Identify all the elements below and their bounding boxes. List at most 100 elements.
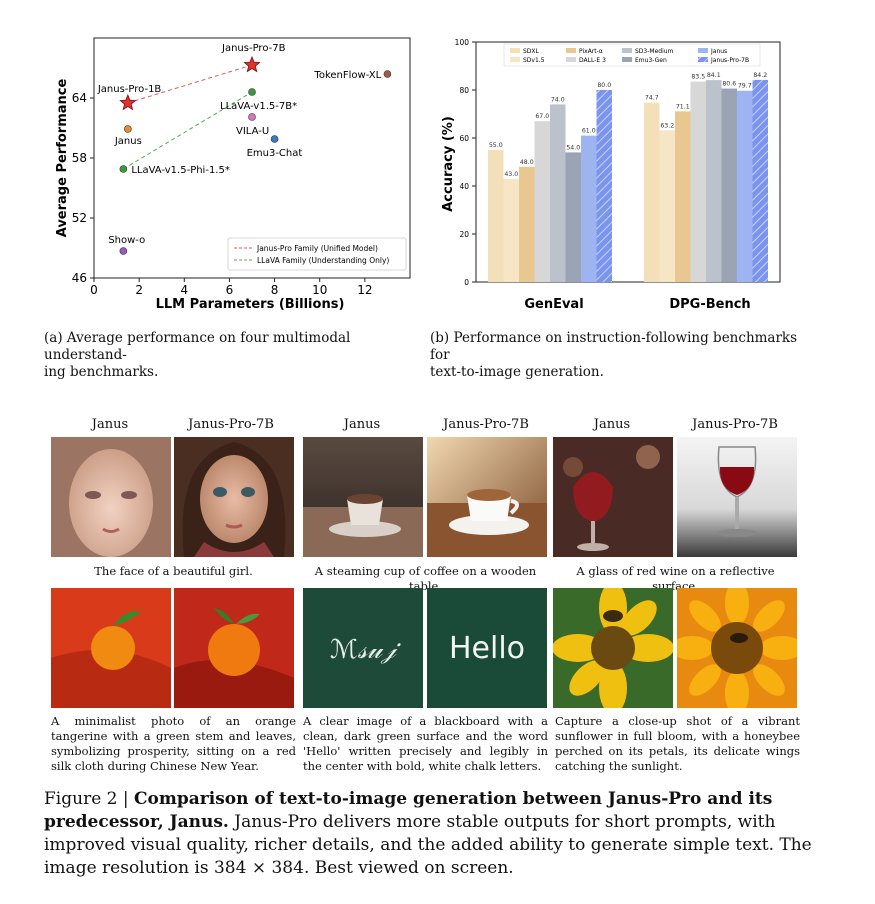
bar-value-dpg-bench-sd3-medium: 84.1 — [707, 72, 721, 79]
col-header-janus-pro-3: Janus-Pro-7B — [692, 417, 778, 432]
point-label-llava-v1-5-phi-1-5: LLaVA-v1.5-Phi-1.5* — [131, 165, 230, 176]
bar-dpg-bench-sdxl — [644, 102, 660, 282]
bar-geneval-dall-e-3 — [534, 121, 550, 282]
bar-geneval-sdv1-5 — [503, 178, 519, 282]
prompt-tangerine: A minimalist photo of an orange tangerin… — [51, 714, 296, 773]
point-show-o — [119, 247, 128, 255]
bar-legend-label-janus-pro-7b: Janus-Pro-7B — [710, 57, 749, 64]
bar-value-dpg-bench-pixart: 71.1 — [676, 103, 690, 110]
scatter-y-axis-label: Average Performance — [55, 79, 70, 238]
image-blackboard-janus-pro: Hello — [427, 588, 547, 708]
image-coffee-janus — [303, 437, 423, 557]
caption-b: (b) Performance on instruction-following… — [430, 330, 820, 381]
bar-y-tick-60: 60 — [459, 134, 469, 143]
bar-dpg-bench-janus — [737, 90, 753, 282]
bar-y-tick-40: 40 — [459, 182, 469, 191]
col-header-janus-pro-1: Janus-Pro-7B — [188, 417, 274, 432]
bar-legend-swatch-sdxl — [510, 48, 520, 53]
bar-legend-swatch-sdv1-5 — [510, 57, 520, 62]
bar-value-dpg-bench-dall-e-3: 83.5 — [691, 74, 705, 81]
bar-value-dpg-bench-sdxl: 74.7 — [645, 95, 659, 102]
bar-legend-label-emu3-gen: Emu3-Gen — [635, 57, 667, 64]
col-header-janus-3: Janus — [593, 417, 631, 432]
bar-y-tick-80: 80 — [459, 86, 469, 95]
point-vila-u — [248, 113, 256, 121]
chalk-text-janus-pro: Hello — [449, 631, 525, 666]
bar-legend-label-janus: Janus — [710, 48, 727, 55]
scatter-x-tick-6: 6 — [226, 283, 234, 297]
bar-geneval-janus-pro-7b — [596, 90, 612, 282]
bar-value-dpg-bench-sdv1-5: 63.2 — [660, 122, 674, 129]
bar-legend-label-pixart: PixArt-α — [579, 48, 603, 55]
figure-body: Janus-Pro delivers more stable outputs f… — [44, 812, 812, 878]
image-girl-janus-pro — [174, 437, 294, 557]
bar-dpg-bench-sdv1-5 — [659, 130, 675, 282]
bar-legend-swatch-sd3-medium — [622, 48, 632, 53]
image-coffee-janus-pro — [427, 437, 547, 557]
bar-legend-label-dall-e-3: DALL-E 3 — [579, 57, 606, 64]
bar-legend-swatch-dall-e-3 — [566, 57, 576, 62]
caption-b-line2: text-to-image generation. — [430, 364, 604, 380]
scatter-y-tick-64: 64 — [72, 91, 87, 105]
bar-value-dpg-bench-janus: 79.7 — [738, 83, 752, 90]
point-llava-v1-5-phi-1-5 — [119, 165, 128, 173]
prompt-sunflower: Capture a close-up shot of a vibrant sun… — [555, 714, 800, 773]
scatter-x-tick-4: 4 — [180, 283, 188, 297]
scatter-legend: Janus-Pro Family (Unified Model) LLaVA F… — [227, 237, 407, 271]
point-janus-pro-7b — [243, 55, 261, 73]
scatter-x-tick-0: 0 — [90, 283, 98, 297]
bar-legend-swatch-emu3-gen — [622, 57, 632, 62]
col-header-janus-2: Janus — [343, 417, 381, 432]
prompt-blackboard: A clear image of a blackboard with a cle… — [303, 714, 548, 773]
image-tangerine-janus-pro — [174, 588, 294, 708]
bar-dpg-bench-janus-pro-7b — [752, 79, 768, 282]
scatter-x-tick-12: 12 — [357, 283, 372, 297]
chalk-text-janus: ℳ𝓈𝓊𝒿 — [330, 635, 402, 665]
prompt-girl: The face of a beautiful girl. — [94, 564, 253, 578]
scatter-x-tick-8: 8 — [271, 283, 279, 297]
bar-value-geneval-emu3-gen: 54.0 — [566, 144, 580, 151]
figure-caption: Figure 2 | Comparison of text-to-image g… — [44, 788, 814, 880]
bar-value-geneval-dall-e-3: 67.0 — [535, 113, 549, 120]
bar-legend-label-sdv1-5: SDv1.5 — [523, 57, 545, 64]
scatter-x-axis-label: LLM Parameters (Billions) — [156, 297, 345, 312]
point-label-llava-v1-5-7b: LLaVA-v1.5-7B* — [220, 101, 297, 112]
bar-category-geneval: GenEval — [524, 297, 583, 312]
bar-value-dpg-bench-janus-pro-7b: 84.2 — [753, 72, 767, 79]
bar-value-dpg-bench-emu3-gen: 80.6 — [722, 81, 736, 88]
point-tokenflow-xl — [383, 70, 392, 78]
bar-y-tick-0: 0 — [464, 278, 469, 287]
scatter-y-tick-52: 52 — [72, 211, 87, 225]
figure-label: Figure 2 | — [44, 789, 135, 809]
bar-value-geneval-sdv1-5: 43.0 — [504, 171, 518, 178]
scatter-y-tick-46: 46 — [72, 271, 87, 285]
image-sunflower-janus — [553, 588, 673, 708]
point-label-janus-pro-1b: Janus-Pro-1B — [97, 84, 162, 95]
bar-value-geneval-sdxl: 55.0 — [489, 142, 503, 149]
bar-value-geneval-pixart: 48.0 — [520, 159, 534, 166]
bar-value-geneval-sd3-medium: 74.0 — [551, 96, 565, 103]
bar-geneval-sd3-medium — [550, 104, 566, 283]
image-girl-janus — [51, 437, 171, 557]
bar-geneval-sdxl — [488, 150, 504, 282]
bar-dpg-bench-pixart — [675, 111, 691, 282]
bar-geneval-emu3-gen — [565, 152, 581, 282]
point-janus-pro-1b — [119, 93, 137, 111]
bar-category-dpgbench: DPG-Bench — [669, 297, 750, 312]
bar-y-tick-20: 20 — [459, 230, 469, 239]
bar-dpg-bench-dall-e-3 — [690, 81, 706, 282]
image-blackboard-janus: ℳ𝓈𝓊𝒿 — [303, 588, 423, 708]
caption-a-line2: ing benchmarks. — [44, 364, 159, 380]
image-sunflower-janus-pro — [677, 588, 797, 708]
caption-a-line1: (a) Average performance on four multimod… — [44, 330, 351, 363]
scatter-x-tick-10: 10 — [312, 283, 327, 297]
caption-b-line1: (b) Performance on instruction-following… — [430, 330, 798, 363]
scatter-x-tick-2: 2 — [135, 283, 143, 297]
point-emu3-chat — [270, 135, 279, 143]
bar-chart: 0 20 40 60 80 100 55.0 43.048.0 67.0 74.0 54.0 61.… — [441, 38, 781, 312]
point-label-tokenflow-xl: TokenFlow-XL — [313, 70, 381, 81]
point-label-emu3-chat: Emu3-Chat — [247, 148, 303, 159]
janus-pro-family-line — [127, 64, 253, 104]
bar-geneval-pixart — [519, 166, 535, 282]
